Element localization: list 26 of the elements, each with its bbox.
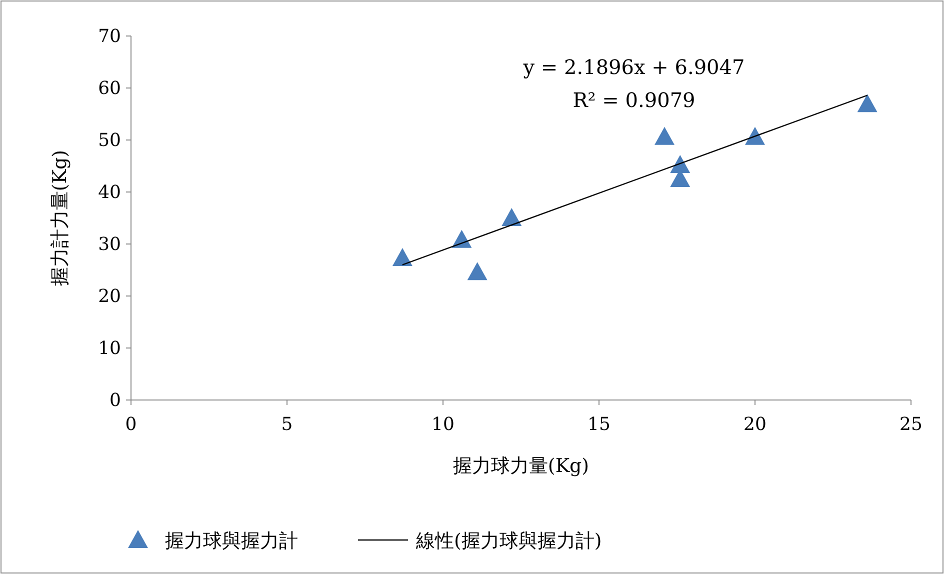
point bbox=[745, 126, 765, 145]
legend-label: 線性(握力球與握力計) bbox=[415, 530, 602, 552]
x-tick-label: 20 bbox=[744, 414, 766, 435]
x-tick-label: 0 bbox=[125, 414, 137, 435]
point bbox=[392, 248, 412, 266]
y-tick-label: 20 bbox=[98, 286, 121, 307]
y-tick-label: 30 bbox=[98, 234, 121, 255]
y-tick-label: 70 bbox=[98, 26, 121, 47]
y-tick-label: 40 bbox=[98, 182, 121, 203]
annotation: y = 2.1896x + 6.9047 bbox=[522, 55, 745, 79]
point bbox=[467, 262, 488, 280]
x-tick-label: 5 bbox=[281, 414, 293, 435]
y-tick-label: 10 bbox=[98, 338, 121, 359]
annotation: R² = 0.9079 bbox=[572, 88, 696, 112]
point bbox=[654, 126, 675, 145]
y-tick-label: 50 bbox=[98, 130, 121, 151]
y-tick-label: 60 bbox=[98, 78, 121, 99]
x-tick-label: 25 bbox=[900, 414, 922, 435]
point bbox=[502, 208, 522, 226]
point bbox=[857, 94, 878, 112]
legend-label: 握力球與握力計 bbox=[165, 530, 298, 552]
y-axis-title: 握力計力量(Kg) bbox=[49, 150, 71, 286]
x-tick-label: 10 bbox=[432, 414, 454, 435]
x-axis-title: 握力球力量(Kg) bbox=[452, 455, 590, 477]
x-tick-label: 15 bbox=[588, 414, 610, 435]
y-tick-label: 0 bbox=[110, 390, 121, 411]
